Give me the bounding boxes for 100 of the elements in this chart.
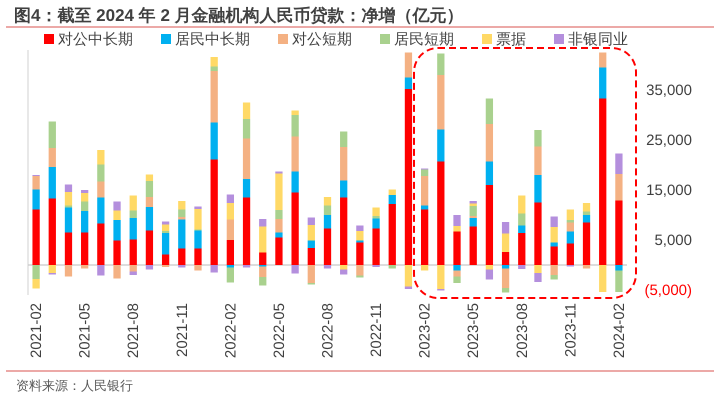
legend-label: 票据 (496, 31, 526, 48)
bar (32, 265, 40, 279)
bar (194, 248, 202, 265)
y-tick-label: 25,000 (646, 132, 692, 149)
y-tick-label: 15,000 (646, 182, 692, 199)
legend-label: 对公短期 (292, 31, 352, 48)
y-tick-label: 35,000 (646, 82, 692, 99)
bar (308, 265, 315, 283)
bar (356, 242, 364, 265)
bar (615, 174, 623, 200)
bar (566, 210, 574, 220)
bar (550, 246, 558, 265)
bar (146, 230, 154, 265)
bar (178, 220, 186, 248)
bar (615, 265, 623, 270)
bar (210, 160, 218, 265)
bar (178, 201, 186, 210)
bar (275, 232, 283, 238)
bar (486, 98, 494, 124)
bar (356, 226, 364, 231)
bar (308, 248, 315, 265)
bar (324, 265, 332, 268)
y-tick-label: 5,000 (654, 232, 692, 249)
bar (324, 228, 332, 265)
bar (81, 211, 88, 232)
bar (226, 220, 234, 240)
bar (210, 66, 218, 71)
bar (113, 240, 121, 265)
bar (226, 203, 234, 220)
bar (502, 222, 510, 234)
bar (242, 179, 250, 198)
bar (599, 98, 606, 265)
bar (178, 248, 186, 265)
bar (534, 273, 542, 282)
bar (340, 180, 348, 198)
x-tick-label: 2022-05 (270, 303, 288, 358)
bar (324, 206, 332, 215)
bar (226, 194, 234, 203)
bar (420, 206, 428, 210)
bar (566, 232, 574, 244)
bar (178, 210, 186, 217)
bar (437, 130, 444, 162)
bar (97, 198, 104, 224)
bar (259, 266, 266, 277)
bar (437, 75, 444, 130)
bar (518, 226, 526, 233)
bar (582, 203, 590, 212)
bar (242, 119, 250, 138)
bar (534, 202, 542, 265)
bar (534, 146, 542, 175)
bar (486, 124, 494, 162)
text: 资料来源：人民银行 (16, 378, 133, 393)
bar (81, 193, 88, 202)
bar (534, 130, 542, 146)
bar (420, 265, 428, 270)
bar (275, 174, 283, 210)
bar (32, 210, 40, 265)
bar (453, 270, 461, 276)
legend-label: 居民中长期 (175, 31, 250, 48)
bar (81, 265, 88, 268)
bar (308, 218, 315, 225)
bar (194, 230, 202, 248)
bar (97, 182, 104, 198)
bar (275, 219, 283, 232)
bar (420, 170, 428, 176)
bar (130, 210, 137, 218)
bar (453, 265, 461, 270)
bar (453, 226, 461, 232)
bar (420, 176, 428, 206)
bar (291, 115, 299, 136)
bar (210, 57, 218, 66)
bar (388, 195, 396, 204)
bar (130, 196, 137, 210)
bar (291, 172, 299, 192)
bar (566, 222, 574, 232)
bar (615, 270, 623, 292)
bar (130, 265, 137, 272)
bar (356, 231, 364, 240)
x-tick-label: 2021-05 (76, 303, 94, 358)
bar (113, 265, 121, 278)
bar (32, 279, 40, 288)
bar (162, 233, 170, 254)
bar (291, 110, 299, 115)
bar (502, 234, 510, 252)
bar (518, 196, 526, 214)
bar (372, 208, 380, 216)
bar (146, 174, 154, 181)
bar (356, 265, 364, 276)
bar (582, 222, 590, 265)
bar (502, 265, 510, 268)
y-tick-label: (5,000) (644, 282, 692, 299)
bar (470, 206, 477, 216)
bar (550, 216, 558, 227)
bar (308, 225, 315, 240)
bar (534, 265, 542, 273)
legend-label: 居民短期 (394, 31, 454, 48)
bar (48, 122, 56, 148)
bar (97, 150, 104, 164)
bar (388, 190, 396, 195)
bar (48, 167, 56, 198)
